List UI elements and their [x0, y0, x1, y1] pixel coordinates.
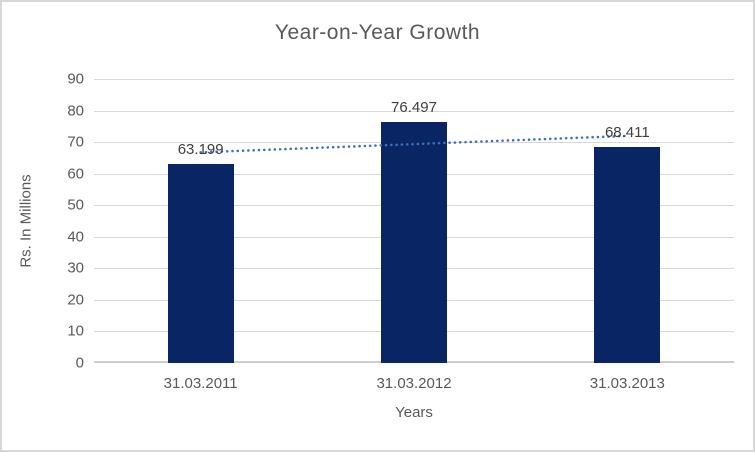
y-tick-label: 50 — [67, 196, 84, 214]
x-tick-label: 31.03.2013 — [589, 375, 665, 392]
y-tick-label: 10 — [67, 322, 84, 340]
plot-area — [94, 79, 734, 363]
y-tick-label: 30 — [67, 259, 84, 277]
bar — [594, 147, 661, 363]
gridline — [94, 110, 734, 112]
gridline — [94, 79, 734, 80]
y-tick-label: 80 — [67, 102, 84, 120]
bar-data-label: 63.199 — [177, 140, 224, 158]
x-axis-title: Years — [395, 404, 433, 421]
x-tick-label: 31.03.2011 — [163, 375, 238, 392]
trendline-path — [199, 134, 629, 154]
bar — [381, 121, 447, 363]
y-tick-label: 20 — [67, 291, 84, 309]
y-tick-label: 60 — [67, 165, 84, 183]
bar — [167, 163, 234, 363]
chart-title: Year-on-Year Growth — [274, 21, 481, 44]
y-tick-label: 90 — [67, 70, 84, 88]
y-axis-title: Rs. In Millions — [17, 174, 35, 268]
bar-data-label: 76.497 — [391, 98, 437, 116]
y-tick-label: 70 — [67, 133, 84, 151]
x-tick-label: 31.03.2012 — [376, 375, 452, 392]
y-tick-label: 0 — [75, 354, 84, 372]
y-tick-label: 40 — [67, 228, 84, 246]
bar-data-label: 68.411 — [604, 124, 650, 142]
trendline — [199, 134, 629, 154]
